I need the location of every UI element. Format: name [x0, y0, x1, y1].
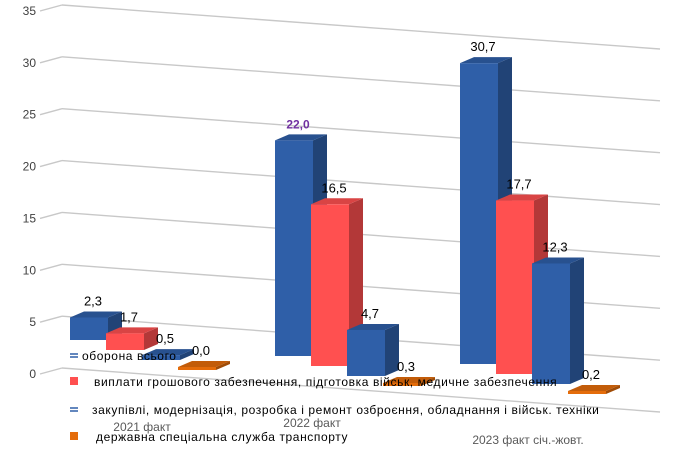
bars — [70, 57, 620, 394]
bar-front — [142, 355, 180, 360]
bar-top — [347, 323, 399, 330]
bar — [178, 361, 230, 370]
data-label: 12,3 — [542, 239, 567, 254]
y-tick-label: 35 — [23, 4, 37, 18]
data-label: 4,7 — [361, 306, 379, 321]
data-label: 0,5 — [156, 331, 174, 346]
bar-top — [460, 57, 512, 64]
gridline-floor-15 — [39, 211, 63, 220]
gridline-20 — [61, 159, 661, 206]
gridline-floor-5 — [39, 315, 63, 323]
gridline-30 — [61, 56, 661, 102]
category-label: 2023 факт січ.-жовт. — [472, 433, 583, 447]
legend-label: оборона всього — [82, 349, 177, 363]
y-tick-label: 0 — [29, 367, 36, 381]
bar-top — [311, 198, 363, 205]
data-label: 30,7 — [470, 39, 495, 54]
legend-label: виплати грошового забезпечення, підготов… — [94, 375, 557, 389]
data-labels: 2,3 22,0 30,7 1,7 16,5 17,7 0,5 4,7 12,3 0,0 0,3 0,… — [84, 39, 600, 382]
bar — [383, 377, 435, 386]
bar — [532, 257, 584, 384]
data-label: 2,3 — [84, 293, 102, 308]
data-label: 0,2 — [582, 367, 600, 382]
bar-front — [460, 63, 498, 364]
y-tick-label: 10 — [23, 263, 37, 277]
y-tick-label: 15 — [23, 211, 37, 225]
bar-top — [496, 194, 548, 201]
gridline-floor-10 — [39, 263, 63, 271]
gridline-floor-0 — [39, 367, 63, 375]
gridline-25 — [61, 108, 661, 154]
bar-top — [275, 134, 327, 141]
y-tick-label: 20 — [23, 160, 37, 174]
bar-top — [106, 327, 158, 334]
legend: оборона всього виплати грошового забезпеч… — [70, 349, 599, 444]
bar-front — [568, 391, 606, 394]
bar-front — [178, 367, 216, 370]
bar-top — [568, 385, 620, 391]
legend-swatch — [70, 377, 78, 385]
data-label: 0,3 — [397, 359, 415, 374]
legend-label: державна спеціальна служба транспорту — [96, 430, 348, 444]
data-label: 22,0 — [286, 117, 310, 131]
gridline-floor-30 — [39, 56, 63, 64]
gridline-floor-20 — [39, 159, 63, 168]
bar-front — [275, 140, 313, 356]
data-label: 16,5 — [321, 180, 346, 195]
bar-front — [106, 333, 144, 350]
legend-label: закупівлі, модернізація, розробка і ремо… — [92, 403, 599, 417]
bar-top — [70, 311, 122, 318]
bar — [142, 349, 194, 360]
bar — [70, 311, 122, 340]
bar-side — [180, 349, 194, 360]
gridline-0 — [61, 367, 661, 413]
y-axis-ticks: 0 5 10 15 20 25 30 35 — [23, 4, 37, 381]
bar-top — [178, 361, 230, 367]
category-label: 2021 факт — [113, 420, 171, 434]
y-tick-label: 30 — [23, 56, 37, 70]
bar-front — [496, 200, 534, 374]
data-label: 17,7 — [506, 177, 531, 192]
bar-side — [606, 385, 620, 394]
bar-front — [70, 317, 108, 340]
bar-front — [311, 204, 349, 366]
bar-side — [144, 327, 158, 350]
legend-swatch — [70, 432, 78, 440]
bar-front — [532, 263, 570, 384]
bar — [311, 198, 363, 366]
bar-top — [532, 257, 584, 264]
bar-front — [347, 329, 385, 376]
bar-side — [570, 257, 584, 384]
data-label: 1,7 — [120, 309, 138, 324]
bar-top — [383, 377, 435, 383]
bar-top — [142, 349, 194, 356]
bar-side — [349, 198, 363, 366]
gridline-35 — [61, 4, 661, 50]
data-label: 0,0 — [192, 343, 210, 358]
bar — [568, 385, 620, 394]
bar — [106, 327, 158, 350]
y-tick-label: 25 — [23, 108, 37, 122]
category-label: 2022 факт — [283, 416, 341, 430]
bar-front — [383, 383, 421, 386]
bar — [347, 323, 399, 376]
gridline-floor-35 — [39, 4, 63, 12]
bar-side — [385, 323, 399, 376]
category-labels: 2021 факт 2022 факт 2023 факт січ.-жовт. — [113, 416, 583, 447]
y-tick-label: 5 — [29, 315, 36, 329]
bar-side — [216, 361, 230, 370]
gridline-floor-25 — [39, 108, 63, 116]
bar-side — [421, 377, 435, 386]
